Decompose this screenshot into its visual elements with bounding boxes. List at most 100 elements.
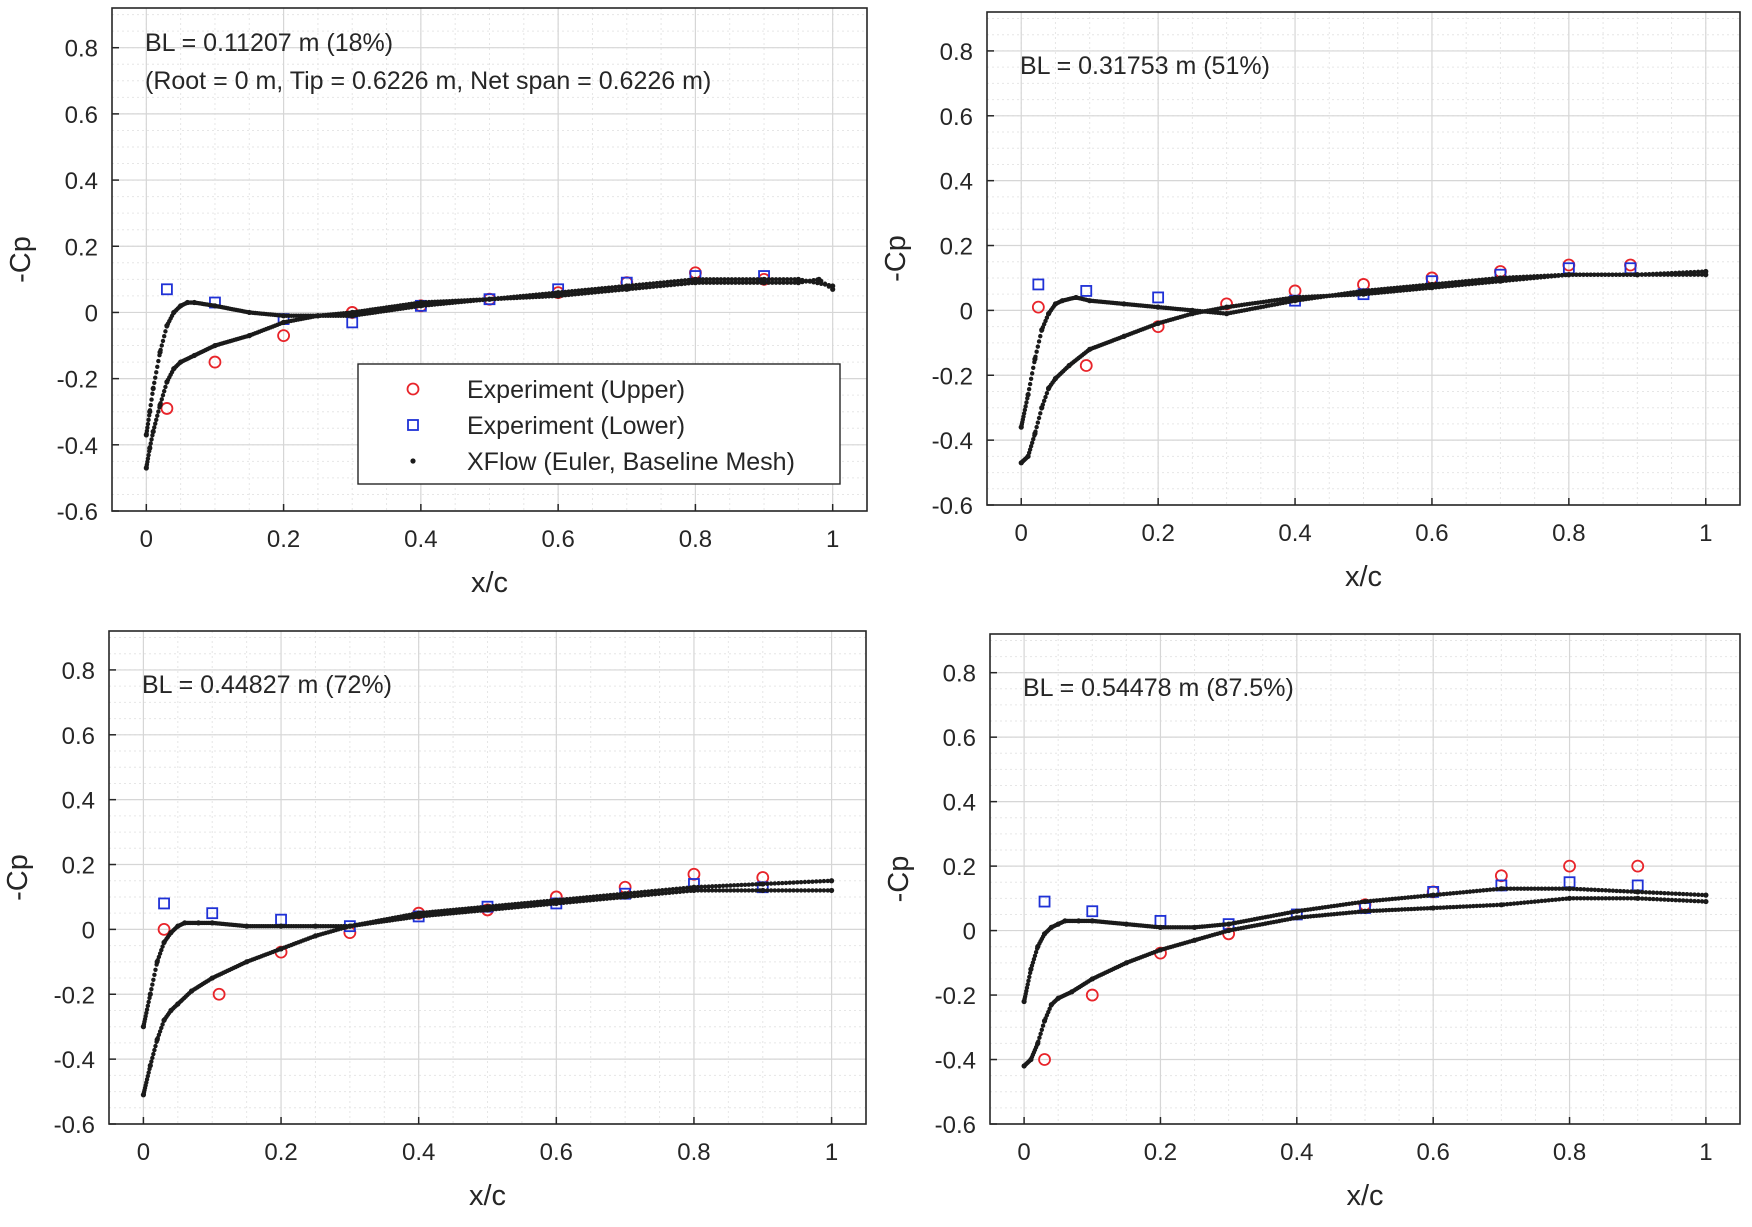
xflow-dot — [822, 282, 828, 287]
xflow-dot — [1532, 886, 1537, 891]
xflow-dot — [1695, 272, 1701, 277]
experiment-upper-point — [160, 402, 174, 415]
xflow-dot — [576, 288, 581, 293]
xflow-dot — [596, 286, 601, 291]
xflow-dot — [1504, 275, 1509, 280]
xflow-dot — [802, 888, 808, 893]
xflow-dot — [1614, 896, 1619, 901]
xflow-dot — [761, 888, 766, 893]
xflow-dot — [616, 287, 622, 293]
legend-xflow-marker — [410, 458, 416, 464]
xflow-dot — [1584, 272, 1590, 277]
xflow-dot — [1471, 889, 1476, 894]
xflow-dot — [569, 292, 575, 297]
xflow-dot — [1487, 903, 1493, 908]
xflow-dot — [1032, 433, 1037, 438]
xflow-dot — [1640, 889, 1645, 895]
xflow-dot — [525, 900, 531, 906]
xflow-dot — [144, 1010, 149, 1016]
xflow-dot — [1581, 896, 1587, 901]
xflow-dot — [1399, 895, 1404, 901]
xflow-dot — [1464, 889, 1469, 895]
xflow-dot — [661, 283, 667, 288]
xflow-dot — [1522, 900, 1527, 905]
xflow-dot — [1031, 365, 1036, 370]
xflow-dot — [150, 1055, 155, 1061]
xflow-dot — [616, 284, 622, 289]
xflow-dot — [573, 292, 578, 297]
xflow-dot — [604, 893, 610, 898]
xflow-dot — [1033, 354, 1038, 359]
xflow-dot — [722, 277, 727, 282]
xflow-dot — [1035, 420, 1041, 425]
y-axis-label: -Cp — [2, 854, 34, 901]
xflow-dot — [1666, 897, 1671, 902]
xflow-dot — [1571, 886, 1576, 892]
xflow-dot — [1699, 272, 1705, 277]
xflow-dot — [1571, 896, 1576, 901]
y-tick-label: 0.2 — [62, 853, 95, 880]
xflow-dot — [532, 903, 537, 908]
xflow-dot — [1388, 289, 1394, 294]
xflow-dot — [1599, 896, 1605, 901]
xflow-dot — [1390, 907, 1395, 913]
xflow-dot — [1415, 894, 1420, 899]
xflow-dot — [1699, 892, 1705, 898]
xflow-dot — [693, 277, 698, 282]
xflow-dot — [1032, 359, 1037, 365]
xflow-dot — [521, 293, 526, 299]
xflow-dot — [668, 282, 674, 288]
xflow-dot — [746, 888, 751, 893]
xflow-dot — [722, 280, 727, 285]
xflow-dot — [576, 291, 581, 297]
xflow-dot — [1418, 906, 1424, 911]
xflow-dot — [548, 901, 553, 907]
xflow-dot — [1431, 892, 1437, 898]
xflow-dot — [1658, 897, 1663, 902]
xflow-dot — [777, 277, 782, 282]
xflow-dot — [735, 882, 740, 888]
xflow-dot — [569, 289, 575, 294]
xflow-dot — [670, 887, 676, 892]
xflow-dot — [598, 893, 603, 899]
xflow-dot — [798, 879, 804, 885]
xflow-dot — [151, 1051, 156, 1057]
xflow-dot — [1414, 286, 1419, 292]
xflow-dot — [747, 280, 753, 285]
xflow-dot — [1421, 893, 1427, 899]
xflow-dot — [1037, 1035, 1042, 1040]
xflow-dot — [606, 285, 611, 290]
xflow-dot — [563, 289, 568, 295]
experiment-lower-point — [161, 283, 173, 296]
xflow-dot — [1621, 272, 1626, 277]
xflow-dot — [512, 905, 518, 910]
xflow-dot — [596, 289, 601, 295]
xflow-dot — [581, 898, 586, 904]
xflow-dot — [1404, 287, 1409, 293]
xflow-dot — [1027, 974, 1032, 980]
x-tick-label: 0 — [137, 1139, 150, 1166]
xflow-dot — [1470, 278, 1475, 283]
xflow-dot — [1031, 437, 1036, 442]
xflow-dot — [571, 896, 576, 901]
xflow-dot — [1592, 272, 1597, 277]
xflow-dot — [644, 281, 649, 287]
xflow-dot — [1026, 386, 1032, 392]
x-tick-label: 1 — [826, 526, 839, 553]
xflow-dot — [1559, 272, 1565, 278]
x-axis-label: x/c — [469, 1180, 506, 1212]
xflow-dot — [601, 896, 606, 902]
xflow-dot — [1036, 339, 1042, 344]
xflow-dot — [802, 879, 808, 885]
xflow-dot — [156, 409, 161, 414]
x-tick-label: 0.2 — [1144, 1139, 1177, 1166]
xflow-dot — [1441, 891, 1446, 897]
xflow-dot — [1434, 905, 1440, 911]
xflow-dot — [642, 892, 648, 898]
xflow-dot — [1043, 394, 1048, 400]
xflow-dot — [621, 891, 627, 897]
xflow-dot — [1654, 272, 1659, 277]
experiment-upper-point — [1038, 1053, 1051, 1066]
y-tick-label: -0.2 — [932, 363, 973, 390]
xflow-dot — [1404, 284, 1409, 290]
